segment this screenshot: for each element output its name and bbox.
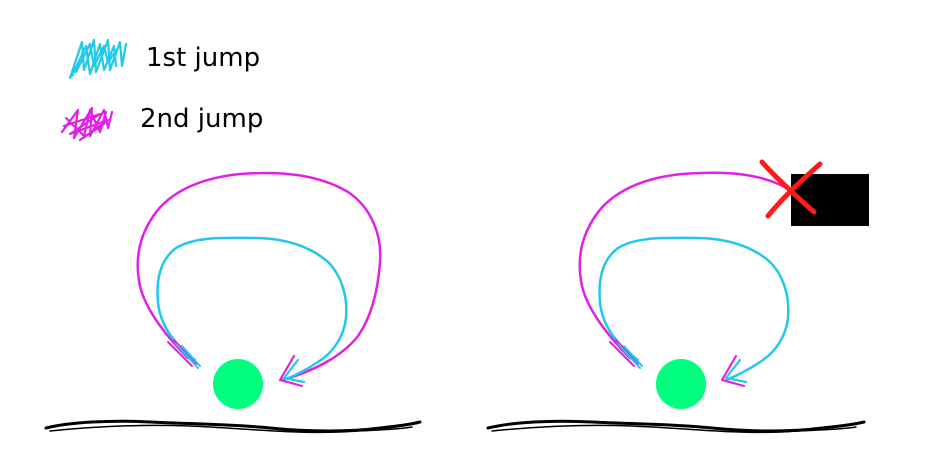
legend: 1st jump 2nd jump — [60, 38, 263, 142]
ball — [656, 359, 706, 409]
blocked-x-icon — [759, 159, 823, 219]
arrowhead — [720, 354, 748, 388]
legend-label-1st-jump: 1st jump — [146, 43, 260, 73]
legend-item-1st-jump: 1st jump — [68, 38, 260, 80]
cyan-scribble-icon — [68, 38, 128, 80]
ground-line — [44, 419, 422, 433]
ball — [213, 359, 263, 409]
legend-label-2nd-jump: 2nd jump — [140, 104, 263, 134]
magenta-scribble-icon — [60, 106, 114, 142]
takeoff-marks — [609, 339, 643, 369]
first-jump-path — [598, 236, 790, 382]
takeoff-marks — [167, 339, 201, 369]
ground-line — [486, 419, 866, 433]
legend-item-2nd-jump: 2nd jump — [60, 104, 263, 142]
panel-left — [44, 171, 422, 434]
arrowhead — [278, 354, 306, 388]
panel-right — [486, 159, 869, 434]
ground-line-shadow — [491, 424, 857, 434]
second-jump-path — [578, 171, 792, 360]
ground-line-shadow — [49, 424, 413, 434]
first-jump-path — [156, 236, 348, 382]
second-jump-path — [136, 171, 382, 382]
